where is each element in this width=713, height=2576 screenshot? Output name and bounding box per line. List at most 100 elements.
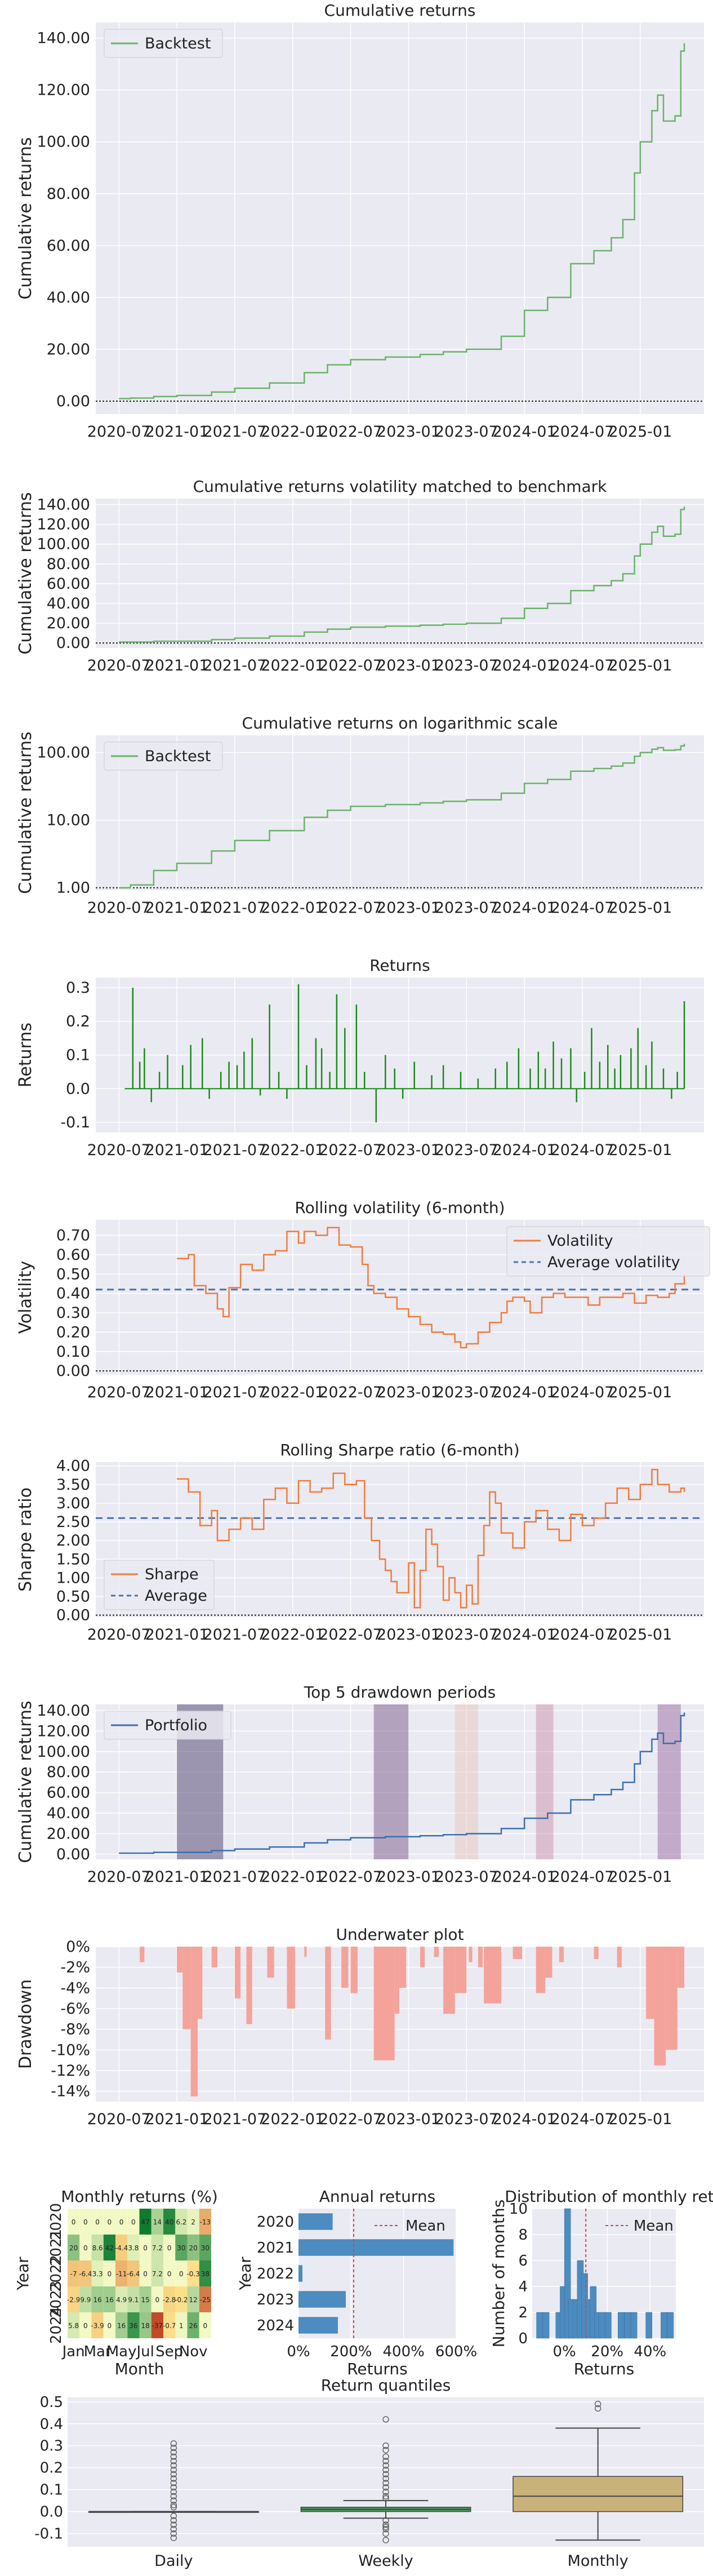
monthly-cell-value: 5.8 (68, 2322, 79, 2330)
panel-cum: Cumulative returns2020-072021-012021-072… (16, 1, 704, 441)
monthly-cell (151, 2260, 163, 2286)
cumvol-xtick-label: 2021-07 (203, 657, 266, 674)
cumvol-ytick-label: 80.00 (47, 556, 90, 573)
panel-dd5: Top 5 drawdown periods 2020-072021-012021… (16, 1683, 704, 1886)
quantiles-flier (382, 2493, 389, 2500)
quantiles-flier (382, 2495, 389, 2502)
sharpe-xtick-label: 2020-07 (87, 1626, 151, 1644)
vol-legend-box (506, 1226, 710, 1277)
cum-series-line (119, 43, 685, 399)
dd5-drawdown-span (373, 1704, 409, 1859)
monthly-cell (79, 2260, 92, 2286)
monthly-cell (103, 2209, 115, 2235)
cum-ytick-label: 20.00 (47, 341, 90, 358)
underwater-area (267, 1947, 274, 1978)
cumvol-title: Cumulative returns volatility matched to… (193, 477, 608, 496)
sharpe-xtick-label: 2023-07 (435, 1626, 498, 1644)
monthly-cell-value: 0 (83, 2322, 88, 2330)
quantiles-flier (382, 2526, 389, 2533)
underwater-area (654, 1947, 666, 2066)
underwater-area (469, 1947, 473, 1962)
cumlog-xtick-label: 2022-01 (261, 899, 324, 917)
underwater-area (420, 1947, 425, 1967)
cum-legend-label: Backtest (145, 35, 211, 52)
monthly-cell-value: -2.9 (67, 2296, 80, 2304)
quantiles-flier (382, 2537, 389, 2543)
annual-bar (298, 2265, 302, 2282)
monthly-year-label: 2021 (48, 2229, 65, 2266)
cum-xtick-label: 2021-07 (203, 423, 266, 441)
underwater-area (677, 1947, 685, 1988)
quantiles-flier (170, 2480, 177, 2486)
monthly-cell (115, 2312, 128, 2338)
returns-xtick-label: 2021-01 (145, 1142, 209, 1159)
cum-xtick-label: 2020-07 (87, 423, 151, 441)
quantiles-flier (382, 2488, 389, 2495)
cumlog-xtick-label: 2021-07 (203, 899, 266, 917)
monthly-month-label: Nov (179, 2343, 208, 2360)
dd5-legend-label: Portfolio (145, 1717, 207, 1734)
monthly-cell (91, 2260, 104, 2286)
annual-xtick-label: 600% (435, 2343, 477, 2360)
quantiles-flier (382, 2484, 389, 2491)
returns-xtick-label: 2023-01 (377, 1142, 440, 1159)
quantiles-flier (382, 2416, 389, 2423)
annual-xlabel: Returns (347, 2360, 408, 2378)
monthly-cell-value: -2.8 (163, 2296, 176, 2304)
dd5-ytick-label: 120.00 (37, 1722, 90, 1740)
quantiles-ytick-label: 0.0 (40, 2504, 63, 2521)
underwater-area (140, 1947, 145, 1962)
sharpe-ytick-label: 1.00 (56, 1569, 90, 1587)
monthly-cell (151, 2235, 163, 2260)
cumvol-xtick-label: 2023-07 (435, 657, 498, 674)
monthly-cell-value: 3.8 (128, 2244, 139, 2252)
sharpe-ytick-label: 0.50 (56, 1588, 90, 1606)
monthly-year-label: 2024 (48, 2307, 65, 2344)
dist-bar (598, 2312, 605, 2339)
quantiles-flier (170, 2462, 177, 2469)
returns-ytick-label: -0.1 (60, 1114, 90, 1131)
annual-year-label: 2021 (257, 2240, 294, 2257)
quantiles-ytick-label: -0.1 (34, 2526, 63, 2543)
cumvol-series-line (119, 507, 685, 643)
annual-xtick-label: 400% (382, 2343, 424, 2360)
dist-xlabel: Returns (574, 2360, 635, 2378)
underwater-area (399, 1947, 407, 1988)
monthly-cell-value: -13 (200, 2218, 211, 2226)
monthly-cell (199, 2209, 211, 2235)
vol-xtick-label: 2022-07 (319, 1384, 382, 1401)
monthly-month-label: Jan (61, 2343, 85, 2360)
dist-bar (605, 2312, 612, 2339)
monthly-cell-value: 30 (201, 2244, 210, 2252)
monthly-cell-value: 2 (191, 2218, 195, 2226)
dist-ytick-label: 6 (518, 2253, 528, 2269)
monthly-cell (199, 2260, 211, 2286)
sharpe-legend-label: Average (145, 1587, 207, 1605)
monthly-cell-value: -7 (70, 2270, 77, 2278)
monthly-cell-value: 18 (141, 2322, 149, 2330)
quantiles-flier (170, 2484, 177, 2491)
monthly-cell (139, 2312, 151, 2338)
cumlog-ylabel: Cumulative returns (16, 731, 35, 894)
vol-ytick-label: 0.60 (56, 1246, 90, 1264)
annual-ylabel: Year (236, 2257, 255, 2291)
monthly-cell (175, 2235, 188, 2260)
cum-legend-box (104, 29, 223, 58)
monthly-cell (187, 2286, 199, 2312)
monthly-cell (163, 2286, 176, 2312)
annual-title: Annual returns (319, 2187, 435, 2206)
monthly-year-label: 2023 (48, 2281, 65, 2318)
sharpe-ytick-label: 0.00 (56, 1607, 90, 1624)
returns-xtick-label: 2022-01 (261, 1142, 324, 1159)
underwater-area (177, 1947, 183, 1973)
underwater-ytick-label: -14% (51, 2083, 90, 2100)
monthly-cell-value: -37 (152, 2322, 163, 2330)
dist-bar (624, 2312, 631, 2339)
monthly-cell (139, 2209, 151, 2235)
cumlog-ytick-label: 100.00 (37, 744, 90, 762)
underwater-area (287, 1947, 295, 2009)
vol-legend-label: Volatility (547, 1232, 613, 1250)
quantiles-flier (170, 2530, 177, 2537)
dd5-xtick-label: 2025-01 (608, 1868, 672, 1886)
vol-ytick-label: 0.70 (56, 1227, 90, 1245)
